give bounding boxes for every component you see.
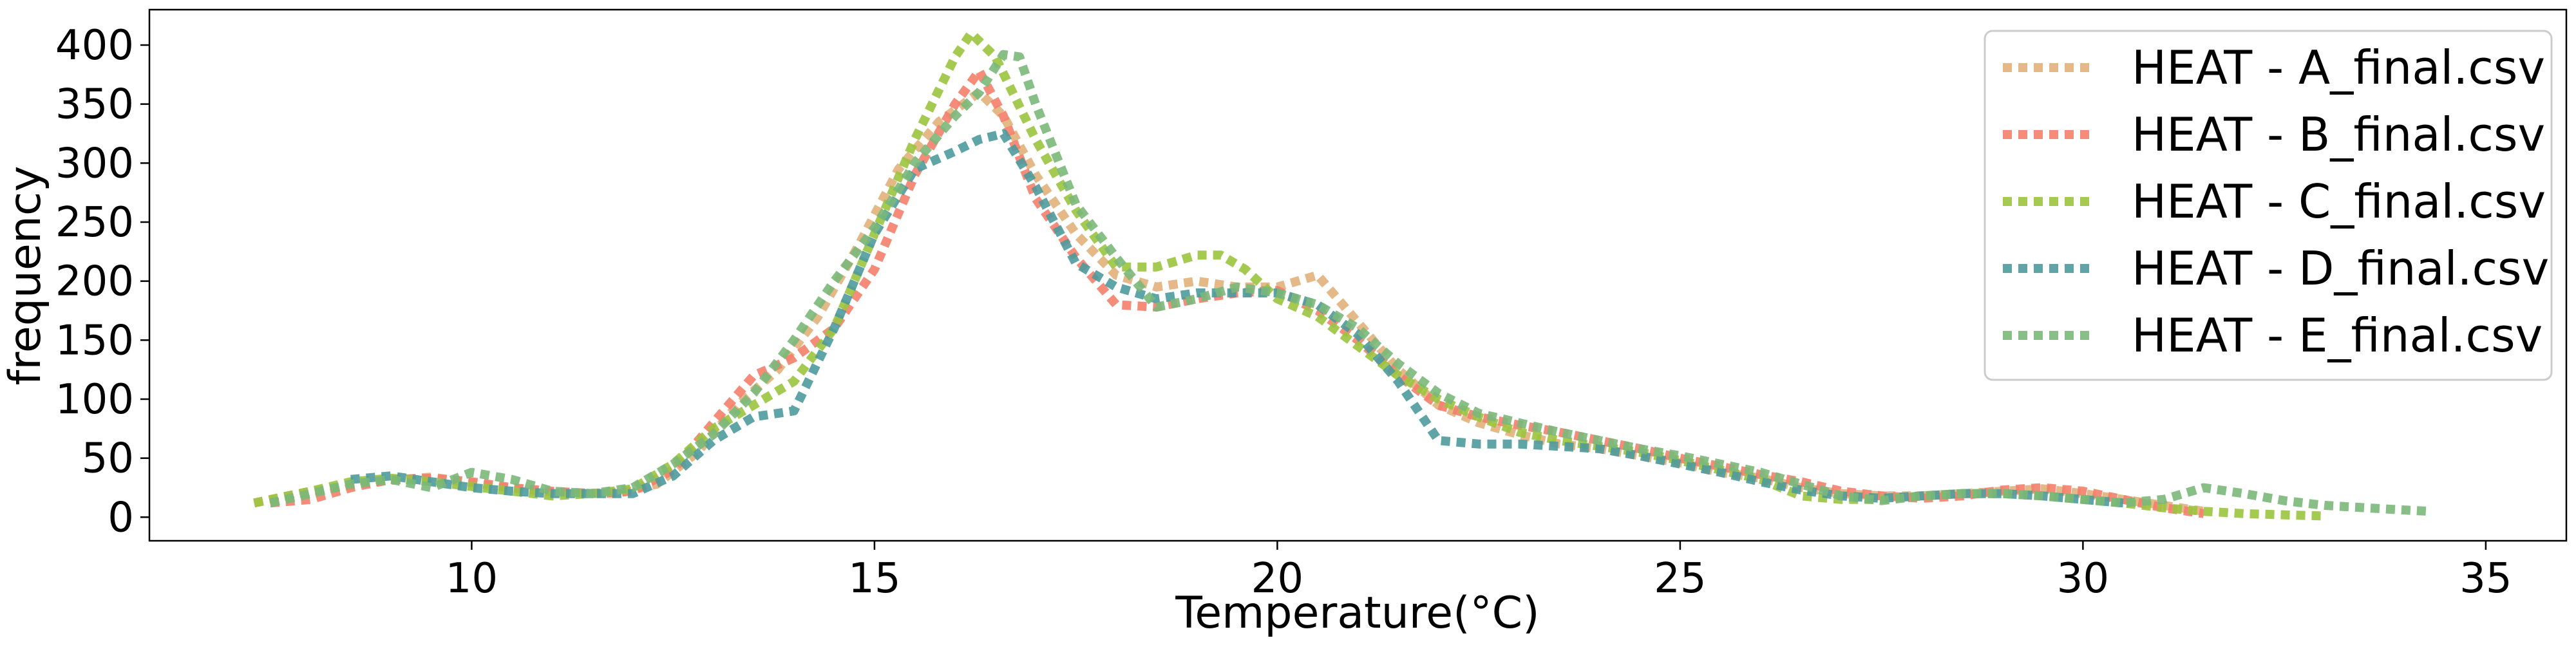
series-line-2	[269, 66, 2205, 518]
x-axis: 10 15 20 25 30 35	[446, 541, 2512, 603]
x-tick-label-3: 25	[1654, 555, 1706, 603]
series-line-1	[253, 88, 2205, 516]
y-tick-label-0: 0	[108, 494, 134, 541]
x-tick-label-1: 15	[848, 555, 900, 603]
series-line-3	[253, 28, 2325, 521]
series-line-4	[350, 129, 2124, 508]
y-axis-label: frequency	[0, 165, 51, 385]
x-tick-label-2: 20	[1251, 555, 1303, 603]
series-line-5	[269, 50, 2430, 516]
legend-box	[1984, 30, 2553, 381]
series-layer	[253, 28, 2430, 521]
x-tick-label-5: 35	[2459, 555, 2512, 603]
y-tick-label-2: 100	[55, 376, 134, 424]
legend-label-1: HEAT - A_final.csv	[2132, 41, 2545, 95]
legend-label-5: HEAT - E_final.csv	[2132, 308, 2543, 362]
y-tick-label-7: 350	[55, 81, 134, 129]
y-tick-label-1: 50	[82, 435, 134, 483]
legend: HEAT - A_final.csv HEAT - B_final.csv HEAT…	[1984, 30, 2553, 381]
y-tick-label-4: 200	[55, 258, 134, 306]
y-tick-label-6: 300	[55, 140, 134, 187]
y-tick-label-3: 150	[55, 317, 134, 364]
x-tick-label-0: 10	[446, 555, 498, 603]
legend-label-3: HEAT - C_final.csv	[2132, 174, 2546, 229]
y-axis: 0 50 100 150 200 250 300 350 400	[55, 22, 149, 541]
plot-frame	[148, 8, 2568, 542]
x-axis-label: Temperature(°C)	[1175, 588, 1539, 639]
y-tick-label-5: 250	[55, 199, 134, 247]
y-tick-label-8: 400	[55, 22, 134, 70]
x-tick-label-4: 30	[2057, 555, 2109, 603]
legend-label-2: HEAT - B_final.csv	[2132, 108, 2545, 162]
legend-label-4: HEAT - D_final.csv	[2132, 241, 2549, 295]
